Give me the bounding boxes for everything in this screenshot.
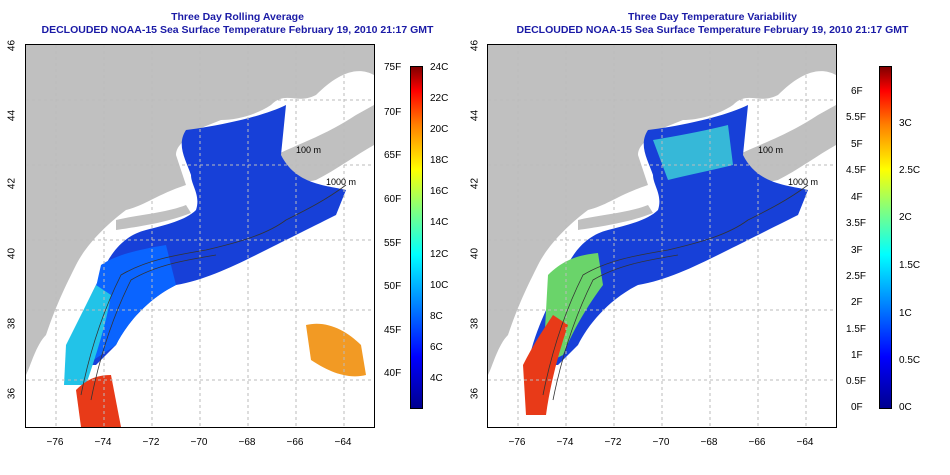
colorbar-c-label: 2.5C (899, 165, 921, 176)
isobath-contour (90, 254, 217, 401)
colorbar-f-label: 2.5F (846, 271, 867, 282)
var-fill-mid (653, 125, 733, 180)
colorbar-f-label: 60F (384, 194, 402, 205)
nova-scotia (738, 105, 836, 182)
colorbar-f-label: 5.5F (846, 112, 867, 123)
colorbar-f-label: 50F (384, 281, 402, 292)
right-colorbar (879, 66, 892, 409)
colorbar-c-label: 4C (430, 373, 443, 384)
right-panel: Three Day Temperature Variability DECLOU… (470, 0, 950, 475)
lon-tick: −74 (556, 437, 574, 448)
colorbar-c-label: 24C (430, 62, 449, 73)
lat-tick: 42 (6, 177, 18, 190)
lat-tick: 44 (6, 109, 18, 122)
land-mass (488, 45, 836, 375)
colorbar-f-label: 4F (851, 192, 863, 203)
colorbar-c-label: 2C (899, 212, 912, 223)
grid-lines (488, 45, 836, 427)
left-map: 100 m 1000 m (25, 44, 375, 428)
contour-label: 1000 m (326, 177, 356, 187)
lon-tick: −70 (652, 437, 670, 448)
colorbar-f-label: 75F (384, 62, 402, 73)
lon-tick: −66 (286, 437, 304, 448)
lat-tick: 36 (6, 387, 18, 400)
var-fill-low (528, 105, 808, 365)
colorbar-f-label: 1.5F (846, 324, 867, 335)
sst-fill-warm-patches (306, 323, 366, 377)
left-panel: Three Day Rolling Average DECLOUDED NOAA… (6, 11, 449, 448)
lat-tick: 40 (469, 247, 481, 260)
colorbar-c-label: 8C (430, 311, 443, 322)
contour-label: 1000 m (788, 177, 818, 187)
lon-tick: −64 (334, 437, 352, 448)
colorbar-f-label: 65F (384, 150, 402, 161)
lon-tick: −68 (700, 437, 718, 448)
long-island (578, 205, 653, 230)
left-title: Three Day Rolling Average (171, 11, 304, 23)
lat-tick: 36 (469, 387, 481, 400)
colorbar-c-label: 1.5C (899, 260, 921, 271)
colorbar-f-label: 45F (384, 325, 402, 336)
colorbar-c-label: 12C (430, 249, 449, 260)
left-colorbar (410, 66, 423, 409)
colorbar-c-label: 0.5C (899, 355, 921, 366)
lon-tick: −64 (796, 437, 814, 448)
left-subtitle: DECLOUDED NOAA-15 Sea Surface Temperatur… (41, 24, 434, 36)
lon-tick: −72 (604, 437, 622, 448)
colorbar-f-label: 1F (851, 350, 863, 361)
isobath-contour (552, 254, 679, 401)
colorbar-c-label: 18C (430, 155, 449, 166)
colorbar-f-label: 5F (851, 139, 863, 150)
colorbar-c-label: 16C (430, 186, 449, 197)
contour-label: 100 m (758, 145, 783, 155)
colorbar-c-label: 1C (899, 308, 912, 319)
colorbar-f-label: 3F (851, 245, 863, 256)
right-title: Three Day Temperature Variability (627, 11, 798, 23)
colorbar-f-label: 2F (851, 297, 863, 308)
nova-scotia (276, 105, 374, 182)
lat-tick: 44 (469, 109, 481, 122)
left-map-svg: 100 m 1000 m (26, 45, 374, 427)
isobath-contour (80, 184, 347, 396)
lon-tick: −70 (190, 437, 208, 448)
lon-tick: −66 (748, 437, 766, 448)
lon-tick: −76 (508, 437, 526, 448)
colorbar-c-label: 0C (899, 402, 912, 413)
grid-lines (26, 45, 374, 427)
land-mass (26, 45, 374, 375)
lat-tick: 46 (6, 39, 18, 52)
colorbar-f-label: 55F (384, 238, 402, 249)
colorbar-c-label: 22C (430, 93, 449, 104)
lat-tick: 40 (6, 247, 18, 260)
lon-tick: −74 (94, 437, 112, 448)
lat-tick: 38 (469, 317, 481, 330)
colorbar-f-label: 0.5F (846, 376, 867, 387)
colorbar-f-label: 40F (384, 368, 402, 379)
long-island (116, 205, 191, 230)
colorbar-f-label: 3.5F (846, 218, 867, 229)
lon-tick: −68 (238, 437, 256, 448)
colorbar-f-label: 0F (851, 402, 863, 413)
colorbar-c-label: 6C (430, 342, 443, 353)
colorbar-c-label: 3C (899, 118, 912, 129)
isobath-contour (542, 184, 809, 396)
colorbar-f-label: 6F (851, 86, 863, 97)
colorbar-f-label: 70F (384, 107, 402, 118)
lat-tick: 38 (6, 317, 18, 330)
colorbar-f-label: 4.5F (846, 165, 867, 176)
contour-label: 100 m (296, 145, 321, 155)
lon-tick: −76 (46, 437, 64, 448)
right-map-svg: 100 m 1000 m (488, 45, 836, 427)
colorbar-c-label: 14C (430, 217, 449, 228)
lat-tick: 46 (469, 39, 481, 52)
sst-fill-gulfstream (76, 375, 121, 427)
lon-tick: −72 (142, 437, 160, 448)
colorbar-c-label: 20C (430, 124, 449, 135)
right-map: 100 m 1000 m (487, 44, 837, 428)
lat-tick: 42 (469, 177, 481, 190)
colorbar-c-label: 10C (430, 280, 449, 291)
right-subtitle: DECLOUDED NOAA-15 Sea Surface Temperatur… (516, 24, 909, 36)
